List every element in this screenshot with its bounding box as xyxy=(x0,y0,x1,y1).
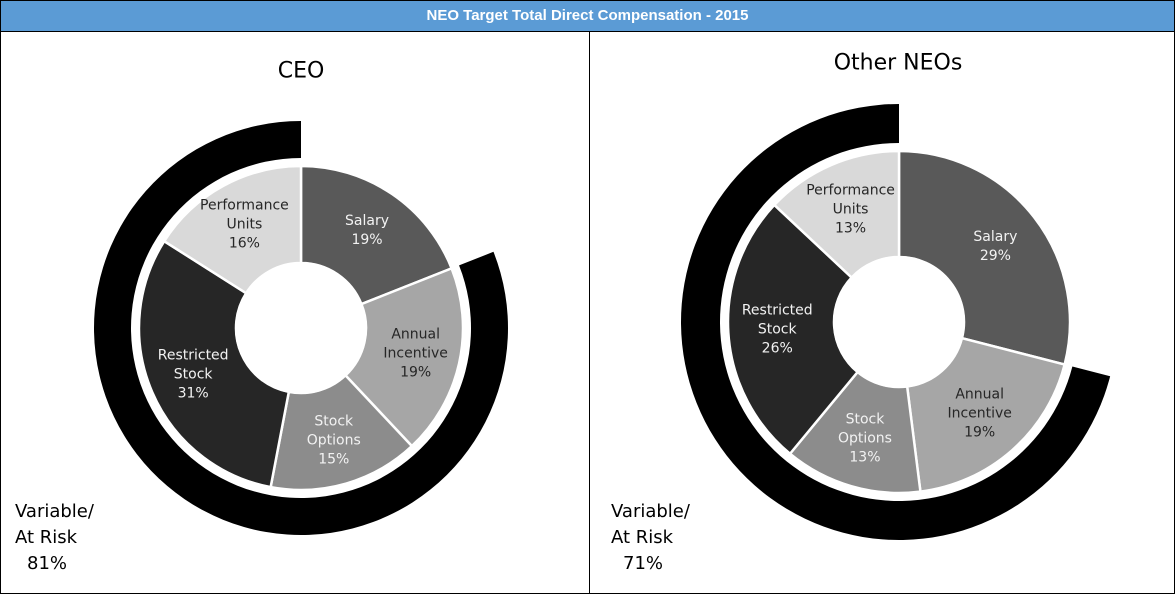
slice-label: Performance Units 16% xyxy=(196,197,292,254)
outer-ring-name: Variable/ At Risk xyxy=(15,501,94,548)
header-title: NEO Target Total Direct Compensation - 2… xyxy=(1,1,1174,32)
slice-value: 29% xyxy=(979,248,1011,265)
slice-value: 26% xyxy=(761,340,793,357)
slice-label: Performance Units 13% xyxy=(803,182,899,239)
slice-value: 16% xyxy=(228,235,260,252)
slice-category: Annual Incentive xyxy=(383,326,448,362)
slice-category: Stock Options xyxy=(837,411,892,447)
outer-ring-name: Variable/ At Risk xyxy=(611,501,690,548)
outer-ring-value: 71% xyxy=(623,553,664,574)
slice-category: Performance Units xyxy=(806,182,895,218)
outer-ring-label: Variable/ At Risk 81% xyxy=(15,499,115,577)
donut-hole-edge xyxy=(833,256,965,388)
slice-value: 15% xyxy=(318,451,350,468)
slice-label: Restricted Stock 26% xyxy=(729,301,825,358)
slice-label: Restricted Stock 31% xyxy=(145,346,241,403)
slice-label: Stock Options 15% xyxy=(286,412,382,469)
slice-value: 19% xyxy=(400,364,432,381)
slice-category: Restricted Stock xyxy=(157,347,229,383)
slice-label: Annual Incentive 19% xyxy=(368,325,464,382)
slice-category: Salary xyxy=(973,229,1018,246)
slice-value: 13% xyxy=(849,449,881,466)
slice-label: Stock Options 13% xyxy=(817,411,913,468)
slice-category: Salary xyxy=(345,212,390,229)
slice-category: Restricted Stock xyxy=(741,302,813,338)
slice-category: Stock Options xyxy=(306,413,361,449)
slice-value: 19% xyxy=(964,424,996,440)
slice-category: Annual Incentive xyxy=(947,386,1012,421)
donut-hole-edge xyxy=(235,262,367,394)
divider xyxy=(589,32,590,593)
chart-title: Other NEOs xyxy=(833,50,963,76)
outer-ring-label: Variable/ At Risk 71% xyxy=(611,499,711,577)
chart-title: CEO xyxy=(277,58,325,84)
slice-value: 13% xyxy=(834,220,867,237)
slice-value: 31% xyxy=(177,385,209,402)
slice-label: Salary 19% xyxy=(319,212,415,250)
slice-category: Performance Units xyxy=(200,197,289,233)
outer-ring-value: 81% xyxy=(27,553,68,574)
slice-label: Salary 29% xyxy=(947,228,1043,266)
slice-label: Annual Incentive 19% xyxy=(932,385,1028,442)
slice-value: 19% xyxy=(351,231,383,248)
